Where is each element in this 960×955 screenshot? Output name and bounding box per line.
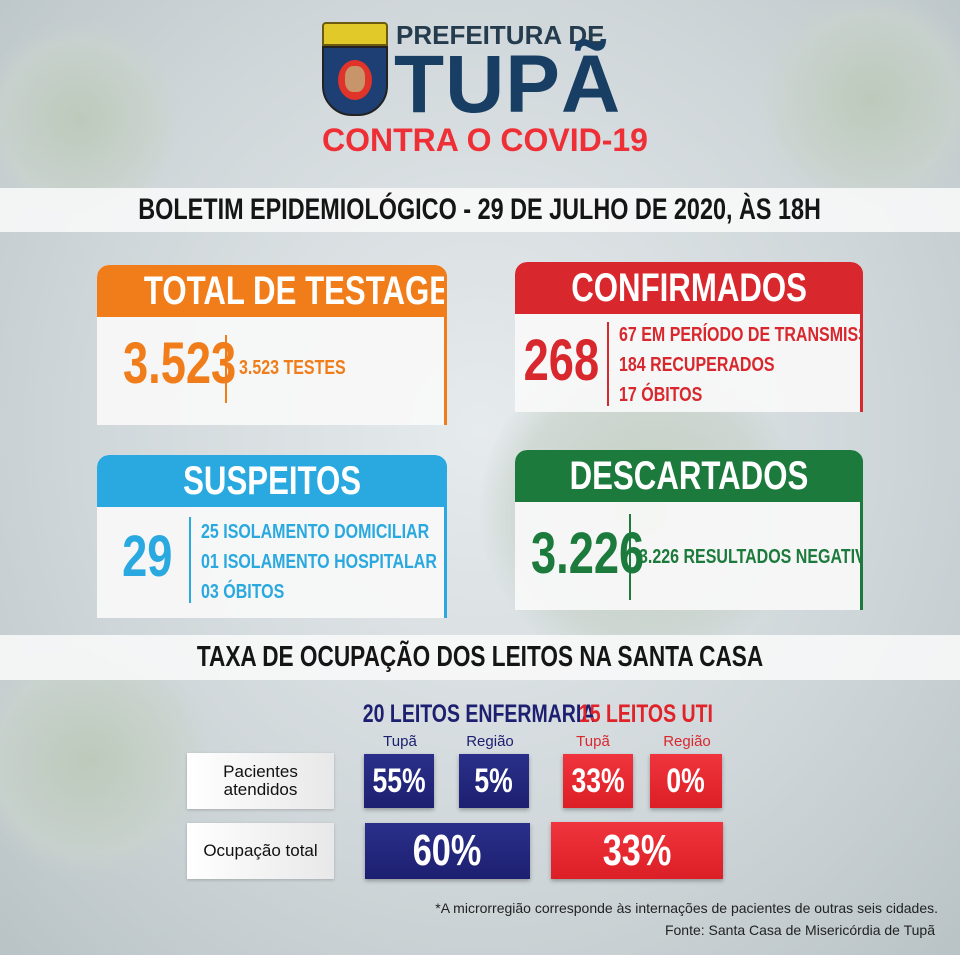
- uti-tupa-value: 33%: [563, 754, 633, 808]
- uti-total-value: 33%: [551, 822, 723, 879]
- bulletin-title-band: BOLETIM EPIDEMIOLÓGICO - 29 DE JULHO DE …: [0, 188, 960, 232]
- enfermaria-title: 20 LEITOS ENFERMARIA: [362, 700, 596, 728]
- detail-line: 17 ÓBITOS: [619, 384, 703, 406]
- card-value: 3.226: [530, 521, 645, 586]
- col-enf-tupa: Tupã: [383, 733, 417, 750]
- row-label-ocupacao: Ocupação total: [187, 823, 334, 879]
- beds-title: TAXA DE OCUPAÇÃO DOS LEITOS NA SANTA CAS…: [196, 641, 764, 673]
- virus-decoration: [0, 640, 210, 880]
- virus-decoration: [760, 0, 960, 210]
- virus-decoration: [0, 20, 180, 220]
- enf-regiao-value: 5%: [459, 754, 529, 808]
- source: Fonte: Santa Casa de Misericórdia de Tup…: [664, 922, 935, 938]
- col-enf-regiao: Região: [466, 733, 514, 750]
- uti-title: 15 LEITOS UTI: [578, 700, 713, 728]
- card-confirmados: CONFIRMADOS 268 67 EM PERÍODO DE TRANSMI…: [515, 262, 863, 412]
- uti-regiao-value: 0%: [650, 754, 722, 808]
- detail-line: 01 ISOLAMENTO HOSPITALAR: [201, 551, 437, 573]
- detail-line: 3.226 RESULTADOS NEGATIVOS: [639, 546, 863, 568]
- row-label-pacientes: Pacientes atendidos: [187, 753, 334, 809]
- card-value: 268: [523, 328, 600, 393]
- coat-of-arms-logo: [322, 22, 388, 118]
- header-line1: PREFEITURA DE: [396, 20, 605, 50]
- card-suspeitos: SUSPEITOS 29 25 ISOLAMENTO DOMICILIAR 01…: [97, 455, 447, 618]
- header-tagline: CONTRA O COVID-19: [322, 122, 648, 158]
- col-uti-tupa: Tupã: [576, 733, 610, 750]
- footnote: *A microrregião corresponde às internaçõ…: [435, 900, 938, 916]
- detail-line: 184 RECUPERADOS: [619, 354, 775, 376]
- card-title: CONFIRMADOS: [571, 266, 807, 310]
- detail-line: 3.523 TESTES: [239, 357, 346, 379]
- card-value: 29: [122, 524, 173, 589]
- enf-tupa-value: 55%: [364, 754, 434, 808]
- card-descartados: DESCARTADOS 3.226 3.226 RESULTADOS NEGAT…: [515, 450, 863, 610]
- card-title: DESCARTADOS: [569, 454, 809, 498]
- detail-line: 25 ISOLAMENTO DOMICILIAR: [201, 521, 430, 543]
- detail-line: 67 EM PERÍODO DE TRANSMISSÃO: [619, 324, 863, 346]
- card-total-testagem: TOTAL DE TESTAGEM 3.523 3.523 TESTES: [97, 265, 447, 425]
- card-title: TOTAL DE TESTAGEM: [143, 269, 447, 313]
- bulletin-title: BOLETIM EPIDEMIOLÓGICO - 29 DE JULHO DE …: [138, 193, 822, 226]
- col-uti-regiao: Região: [663, 733, 711, 750]
- card-title: SUSPEITOS: [182, 459, 362, 503]
- beds-title-band: TAXA DE OCUPAÇÃO DOS LEITOS NA SANTA CAS…: [0, 635, 960, 680]
- detail-line: 03 ÓBITOS: [201, 581, 285, 603]
- card-value: 3.523: [122, 331, 237, 396]
- enf-total-value: 60%: [365, 823, 530, 879]
- header-city: TUPÃ: [394, 39, 622, 130]
